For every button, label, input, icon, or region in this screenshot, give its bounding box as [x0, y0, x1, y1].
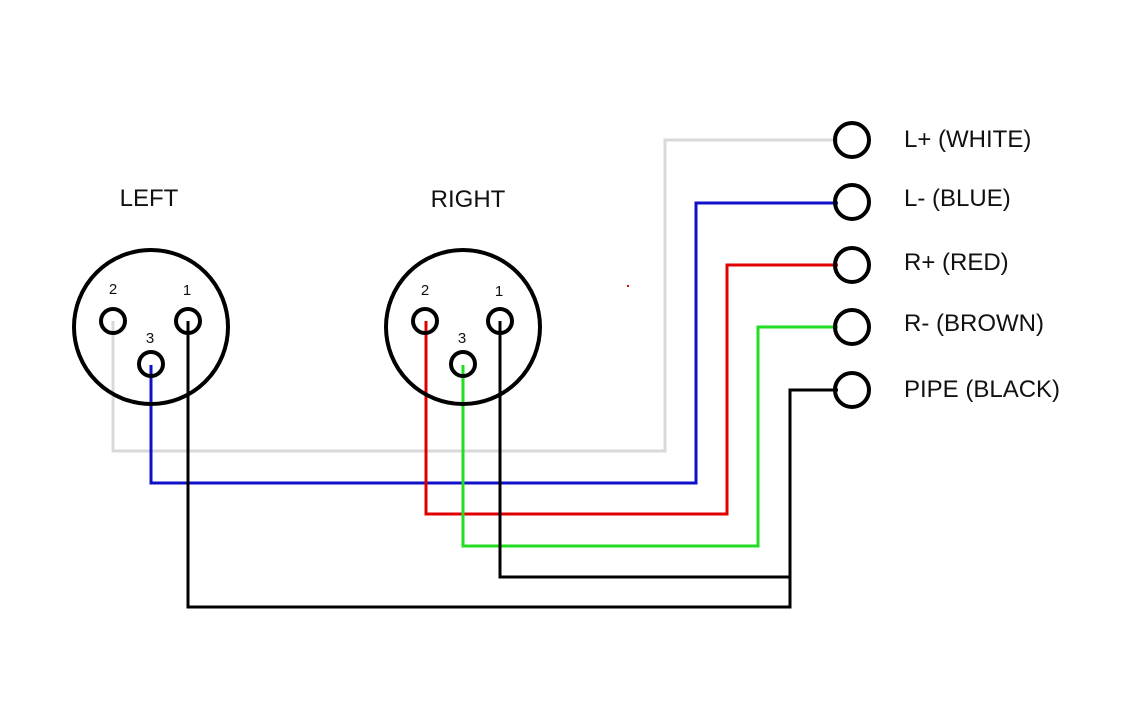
pin-2: [99, 307, 127, 335]
pin-number: 2: [109, 281, 117, 298]
wire-black-left: [186, 321, 838, 609]
connector-body: [384, 248, 542, 406]
terminal-ring: [833, 121, 871, 159]
wire-black-right: [498, 321, 790, 579]
terminal-ring: [833, 246, 871, 284]
pin-3: [449, 350, 477, 378]
terminal-label: L+ (WHITE): [904, 126, 1031, 153]
pin-3: [137, 350, 165, 378]
wire-green: [461, 325, 838, 548]
wire-blue: [149, 201, 838, 485]
pin-number: 1: [495, 283, 503, 300]
pin-number: 3: [458, 330, 466, 347]
pin-1: [486, 307, 514, 335]
connector-body: [72, 248, 230, 406]
pin-2: [411, 307, 439, 335]
pin-number: 1: [183, 282, 191, 299]
connector-left: LEFT 2 1 3: [72, 185, 230, 406]
terminal-label: R- (BROWN): [904, 310, 1044, 337]
terminals: L+ (WHITE) L- (BLUE) R+ (RED) R- (BROWN)…: [833, 121, 1060, 409]
terminal-ring: [833, 183, 871, 221]
terminal-label: R+ (RED): [904, 249, 1009, 276]
terminal-label: L- (BLUE): [904, 185, 1011, 212]
connector-title: LEFT: [120, 185, 179, 212]
connector-right: RIGHT 2 1 3: [384, 186, 542, 406]
stray-dot: [627, 285, 629, 287]
wire-red: [424, 263, 838, 516]
pin-number: 3: [146, 330, 154, 347]
terminal-ring: [833, 308, 871, 346]
terminal-label: PIPE (BLACK): [904, 376, 1060, 403]
pin-number: 2: [421, 282, 429, 299]
pin-1: [174, 307, 202, 335]
terminal-ring: [833, 371, 871, 409]
connector-title: RIGHT: [431, 186, 506, 213]
wire-white: [111, 138, 838, 453]
wires: [111, 138, 838, 609]
